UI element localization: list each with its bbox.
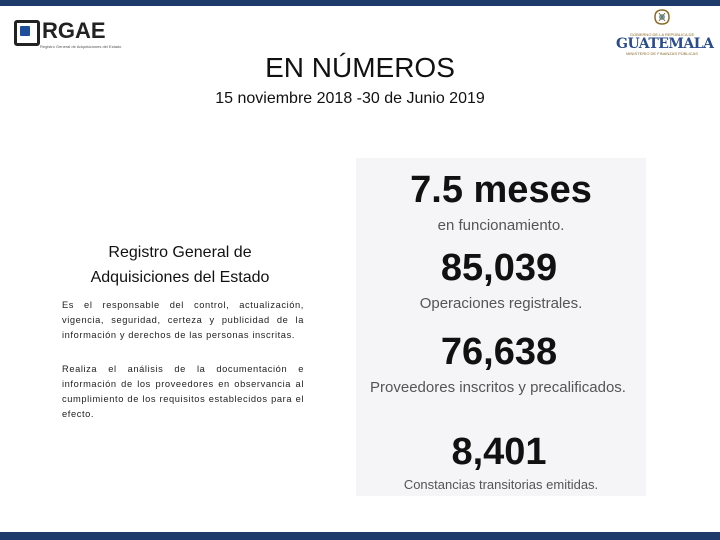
rgae-logo-icon xyxy=(14,20,40,46)
rgae-logo-text: RGAE xyxy=(42,18,106,43)
stat-value-providers: 76,638 xyxy=(440,331,558,373)
stat-value-certificates: 8,401 xyxy=(451,431,547,473)
section-heading: Registro General de Adquisiciones del Es… xyxy=(90,244,270,286)
stat-label-certificates: Constancias transitorias emitidas. xyxy=(403,477,599,492)
bottom-bar xyxy=(0,532,720,540)
stat-value-operations: 85,039 xyxy=(440,247,558,289)
date-range: 15 noviembre 2018 -30 de Junio 2019 xyxy=(215,90,485,107)
government-label: GOBIERNO DE LA REPÚBLICA DE xyxy=(629,32,695,37)
top-bar xyxy=(0,0,720,6)
stat-label-operations: Operaciones registrales. xyxy=(419,295,583,312)
page-title: EN NÚMEROS xyxy=(265,52,455,83)
rgae-logo: RGAE Registro General de Adquisiciones d… xyxy=(14,18,121,49)
stat-label-months: en funcionamiento. xyxy=(437,217,565,234)
description-paragraph-2: Realiza el análisis de la documentación … xyxy=(62,364,304,419)
description-paragraph-1: Es el responsable del control, actualiza… xyxy=(62,300,304,340)
stat-label-providers: Proveedores inscritos y precalificados. xyxy=(370,379,626,396)
stat-value-months: 7.5 meses xyxy=(410,169,592,211)
guatemala-logo: GOBIERNO DE LA REPÚBLICA DE GUATEMALA MI… xyxy=(616,8,714,56)
coat-of-arms-icon xyxy=(654,9,670,25)
stats-panel xyxy=(356,158,646,496)
guatemala-name: GUATEMALA xyxy=(616,36,714,52)
rgae-logo-subtitle: Registro General de Adquisiciones del Es… xyxy=(40,44,122,49)
ministry-label: MINISTERIO DE FINANZAS PÚBLICAS xyxy=(626,51,698,56)
